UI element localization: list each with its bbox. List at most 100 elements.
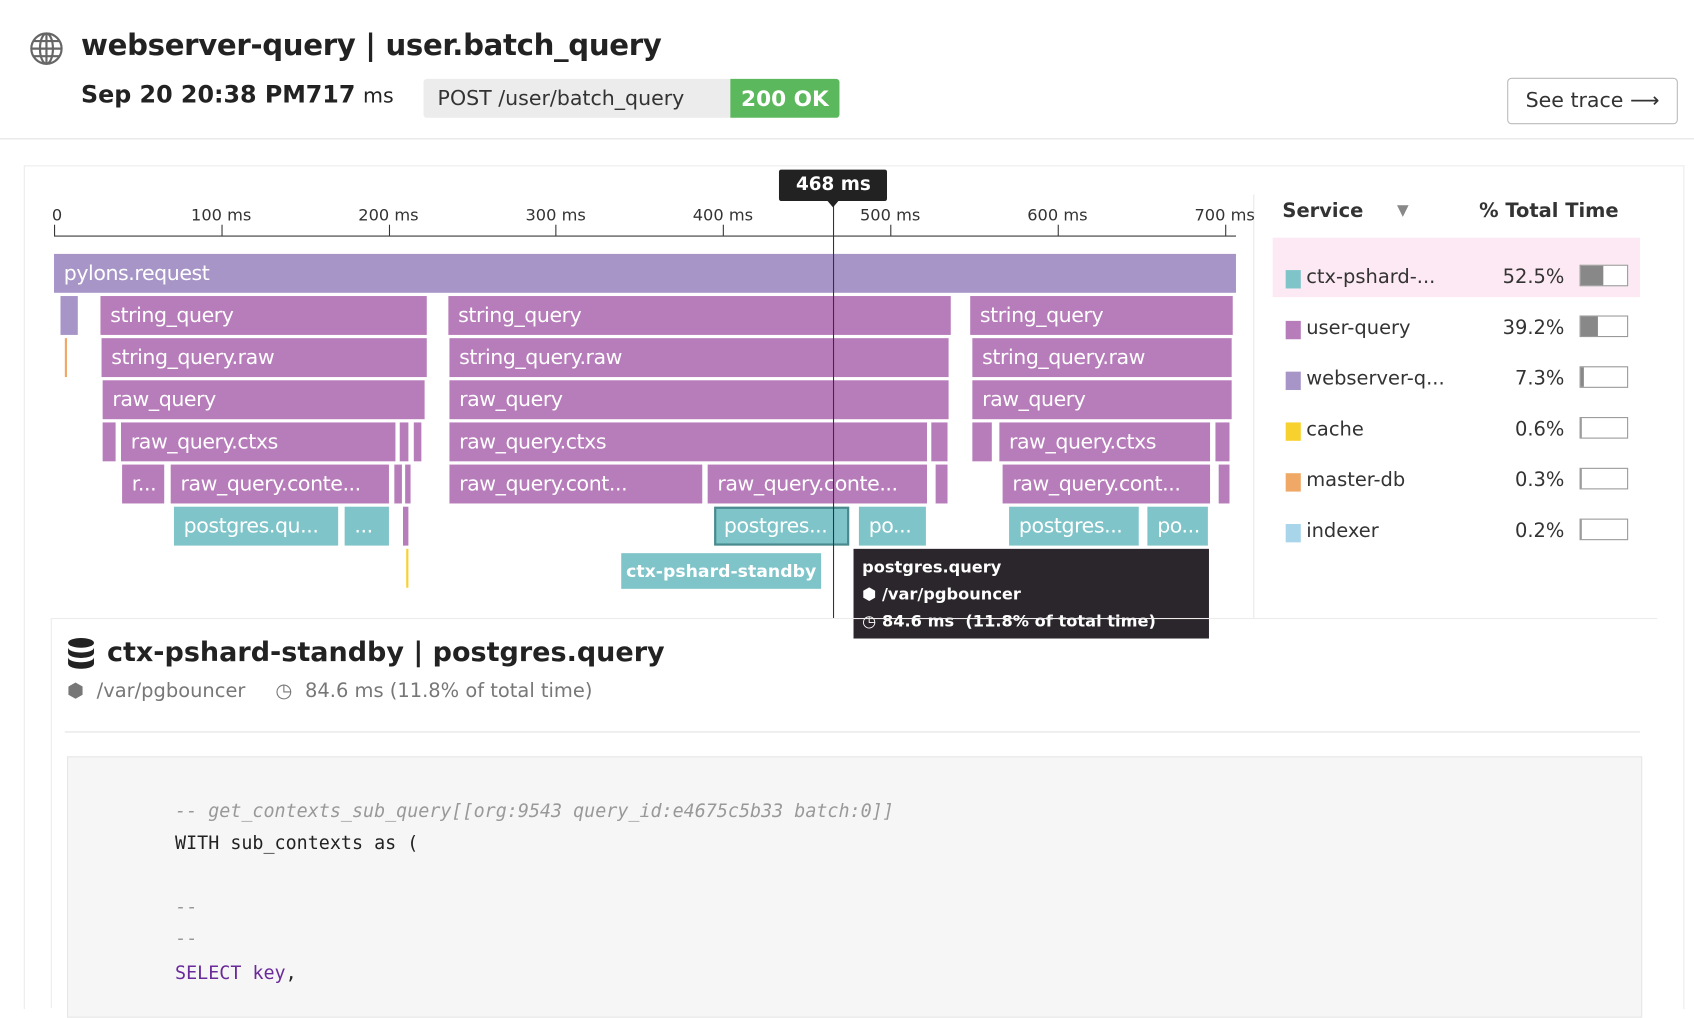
sql-keyword: SELECT [175, 962, 242, 985]
service-name: cache [1306, 418, 1364, 441]
span-bar[interactable] [972, 422, 992, 462]
span-string-query-raw[interactable]: string_query.raw [972, 338, 1232, 378]
span-raw-query-ctxs[interactable]: raw_query.ctxs [999, 422, 1211, 462]
sort-caret-icon[interactable]: ▼ [1396, 202, 1409, 220]
flame-graph[interactable]: 0 100 ms 200 ms 300 ms 400 ms 500 ms 600 ms 700… [0, 0, 1255, 618]
span-postgres[interactable]: postgres... [714, 506, 850, 546]
service-name: ctx-pshard-... [1306, 265, 1436, 289]
span-string-query[interactable]: string_query [100, 296, 427, 335]
span-bar[interactable] [102, 422, 116, 462]
service-name: master-db [1306, 468, 1406, 492]
span-po[interactable]: po... [858, 506, 926, 546]
sql-identifier: key [241, 962, 286, 985]
service-row[interactable]: indexer 0.2% [1273, 500, 1640, 551]
span-raw-query-cont[interactable]: raw_query.cont... [1002, 464, 1210, 504]
span-pylons-request[interactable]: pylons.request [54, 253, 1236, 293]
span-raw-query-conte[interactable]: raw_query.conte... [707, 464, 928, 504]
axis-tick [221, 224, 223, 236]
span-raw-query-conte[interactable]: raw_query.conte... [170, 464, 389, 504]
span-po[interactable]: po... [1147, 506, 1208, 546]
hover-service-label: ctx-pshard-standby [621, 553, 822, 589]
service-percent: 0.2% [1515, 519, 1565, 543]
span-bar[interactable] [406, 548, 409, 588]
service-row[interactable]: master-db 0.3% [1273, 449, 1640, 500]
span-raw-query[interactable]: raw_query [102, 380, 425, 420]
service-column-header[interactable]: Service [1282, 199, 1364, 223]
globe-icon [29, 31, 64, 66]
axis-tick [54, 224, 56, 236]
trace-duration: 717 ms [306, 82, 394, 109]
span-raw-query[interactable]: raw_query [972, 380, 1232, 420]
resource-name: user.batch_query [385, 29, 662, 63]
service-row[interactable]: user-query 39.2% [1273, 297, 1640, 348]
detail-time: 84.6 ms (11.8% of total time) [305, 679, 593, 703]
code-line: -- [175, 896, 198, 919]
service-percent: 39.2% [1502, 316, 1565, 340]
tooltip-span-name: postgres.query [862, 557, 1002, 577]
detail-meta: ⬢ /var/pgbouncer ◷ 84.6 ms (11.8% of tot… [67, 680, 592, 703]
see-trace-button[interactable]: See trace ⟶ [1507, 77, 1678, 125]
duration-unit: ms [362, 84, 394, 109]
http-method: POST [437, 86, 492, 111]
service-percent-bar [1579, 518, 1629, 541]
span-bar[interactable] [403, 506, 409, 546]
axis-tick [1224, 224, 1226, 236]
service-color-swatch [1285, 473, 1301, 492]
detail-panel [50, 617, 1658, 1009]
request-badge: POST /user/batch_query [423, 78, 731, 118]
total-time-column-header[interactable]: % Total Time [1479, 199, 1619, 223]
tooltip-time-text: 84.6 ms (11.8% of total time) [881, 611, 1156, 631]
axis-tick-label: 600 ms [1027, 205, 1088, 225]
span-bar[interactable] [399, 422, 409, 462]
clock-icon: ◷ [862, 611, 877, 631]
service-percent-bar [1579, 264, 1629, 287]
axis-tick-label: 700 ms [1194, 205, 1255, 225]
span-bar[interactable] [405, 464, 411, 504]
service-percent: 0.3% [1515, 468, 1565, 492]
span-string-query-raw[interactable]: string_query.raw [101, 338, 427, 378]
span-[interactable]: ... [344, 506, 389, 546]
service-percent-bar [1579, 366, 1629, 388]
service-color-swatch [1285, 371, 1301, 391]
span-r[interactable]: r... [122, 464, 165, 504]
span-string-query-raw[interactable]: string_query.raw [449, 338, 949, 378]
span-string-query[interactable]: string_query [448, 296, 951, 335]
service-percent-bar [1579, 315, 1629, 338]
span-tooltip: postgres.query ⬢ /var/pgbouncer ◷ 84.6 m… [853, 548, 1209, 639]
database-icon [67, 637, 95, 669]
span-raw-query-ctxs[interactable]: raw_query.ctxs [449, 422, 928, 462]
service-name: user-query [1306, 316, 1411, 340]
trace-date: Sep 20 20:38 PM [81, 82, 306, 110]
span-bar[interactable] [64, 338, 68, 378]
span-bar[interactable] [60, 296, 78, 335]
code-line: WITH sub_contexts as ( [175, 832, 419, 855]
span-bar[interactable] [1218, 464, 1230, 504]
span-raw-query-cont[interactable]: raw_query.cont... [449, 464, 703, 504]
span-raw-query-ctxs[interactable]: raw_query.ctxs [121, 422, 396, 462]
service-color-swatch [1285, 422, 1301, 441]
service-percent: 0.6% [1515, 418, 1565, 441]
tooltip-resource-text: /var/pgbouncer [881, 584, 1021, 604]
span-postgres-qu[interactable]: postgres.qu... [173, 506, 339, 546]
time-axis-line [54, 235, 1236, 237]
code-line: -- get_contexts_sub_query[[org:9543 quer… [175, 800, 894, 823]
axis-tick-label: 500 ms [859, 205, 921, 225]
request-path: /user/batch_query [498, 86, 685, 111]
service-name: webserver-q... [1306, 367, 1445, 391]
span-bar[interactable] [394, 464, 402, 504]
service-row[interactable]: ctx-pshard-... 52.5% [1272, 237, 1641, 298]
detail-title: ctx-pshard-standby | postgres.query [106, 636, 665, 668]
query-code-block[interactable]: -- get_contexts_sub_query[[org:9543 quer… [66, 756, 1643, 1018]
span-bar[interactable] [1215, 422, 1230, 462]
span-bar[interactable] [935, 464, 948, 504]
span-bar[interactable] [931, 422, 948, 462]
span-raw-query[interactable]: raw_query [449, 380, 949, 420]
service-row[interactable]: cache 0.6% [1273, 399, 1640, 450]
time-cursor-line [833, 200, 835, 618]
service-row[interactable]: webserver-q... 7.3% [1273, 348, 1640, 399]
cursor-pointer [827, 200, 839, 208]
span-bar[interactable] [413, 422, 422, 462]
span-postgres[interactable]: postgres... [1009, 506, 1139, 546]
span-string-query[interactable]: string_query [970, 296, 1233, 335]
code-line: -- [175, 928, 198, 950]
